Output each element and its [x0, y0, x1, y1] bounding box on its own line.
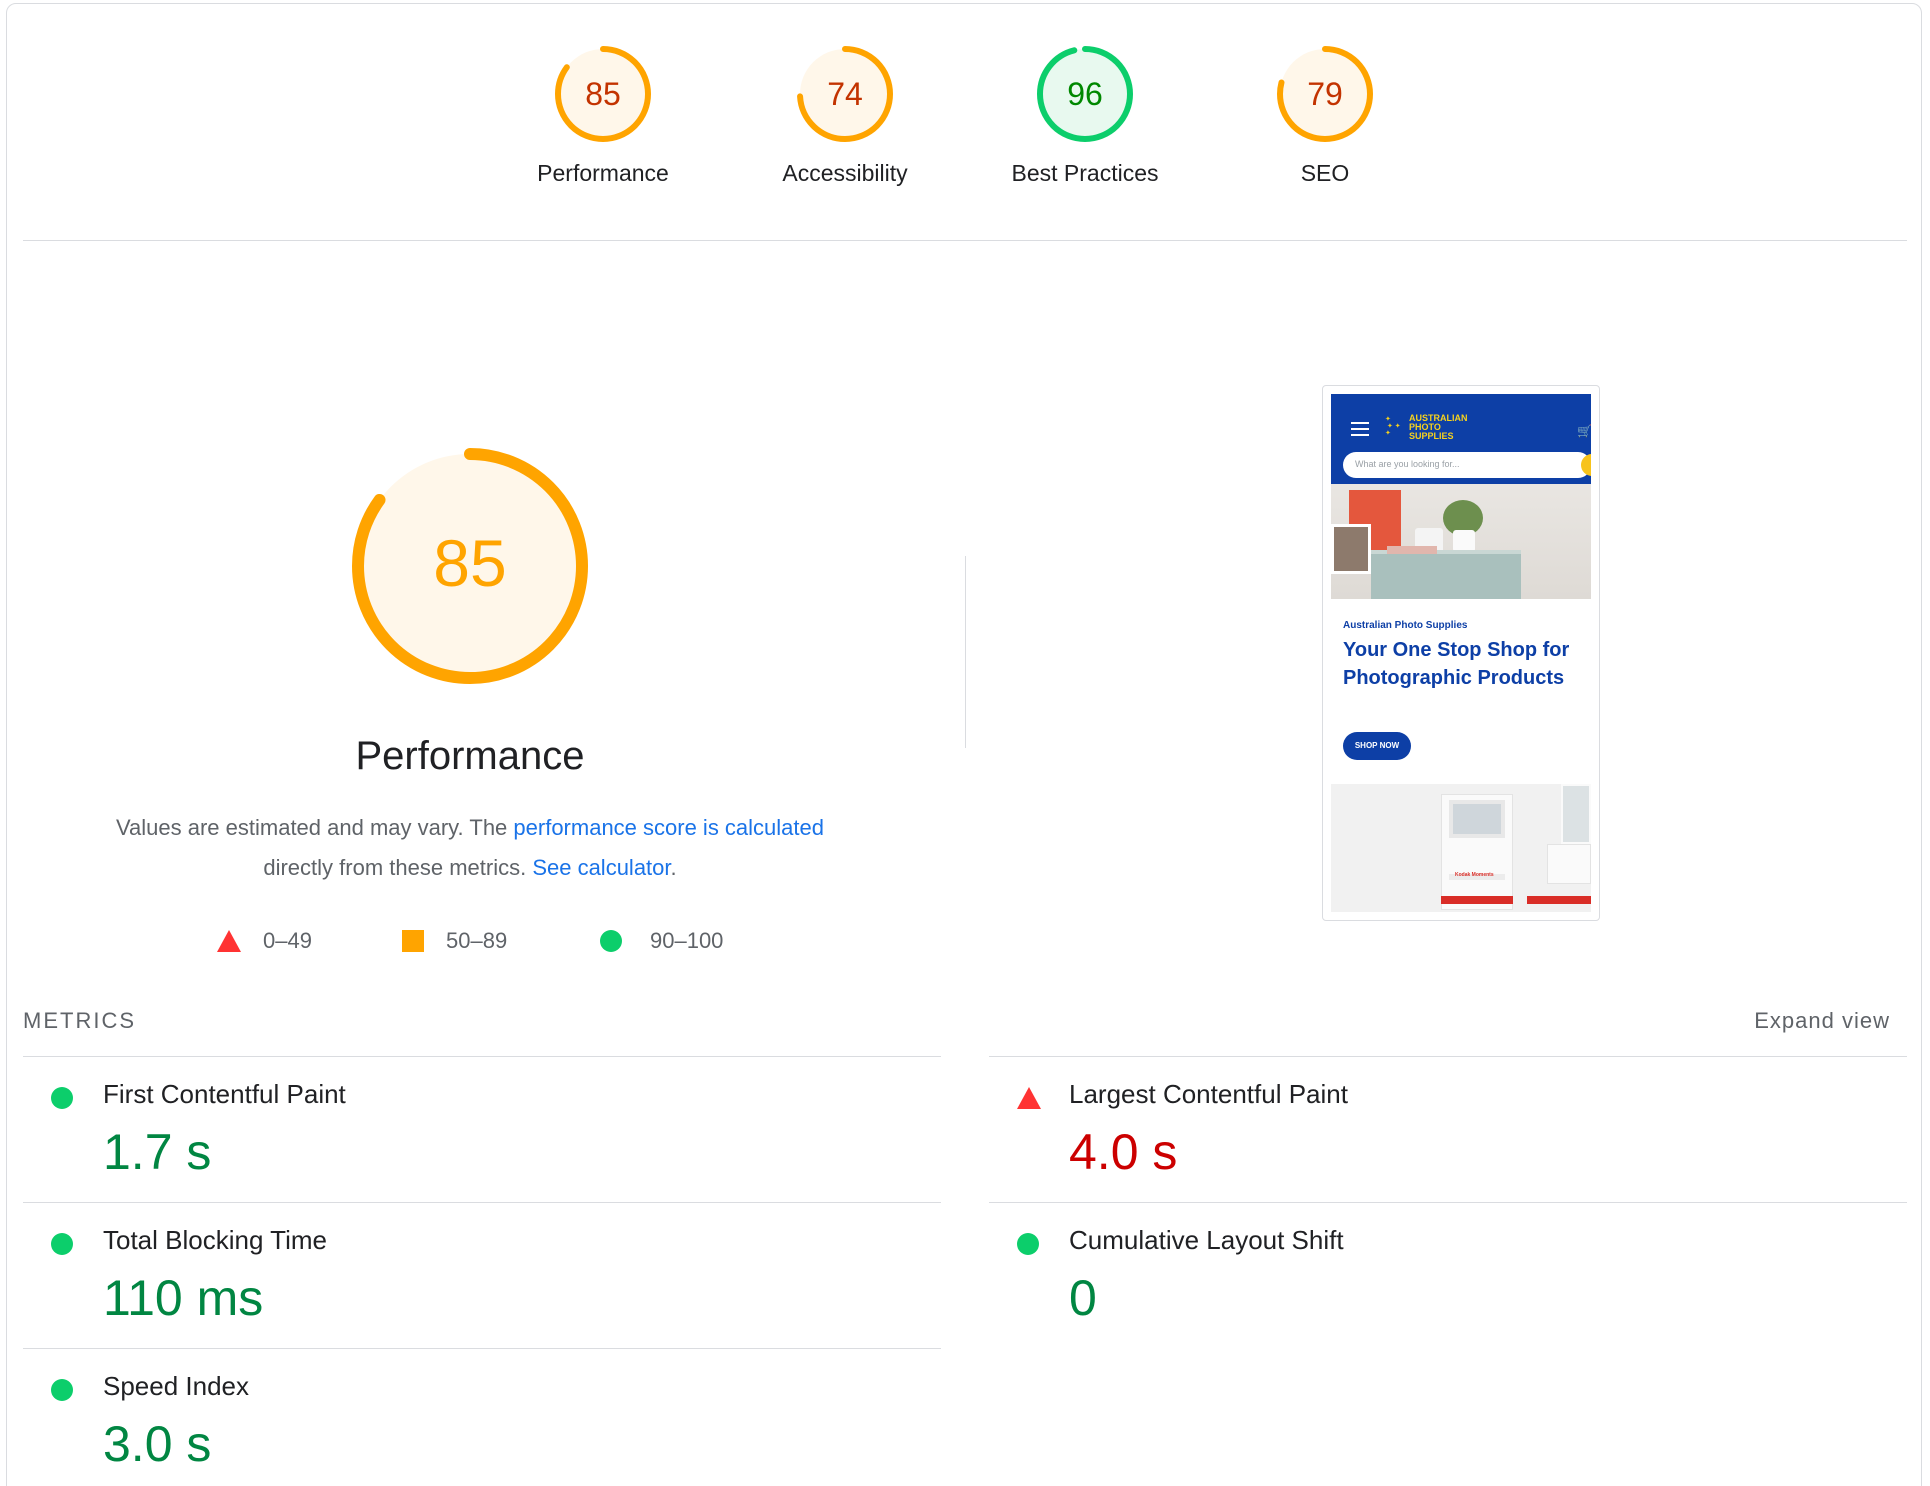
gauge-best-practices-label: Best Practices	[1011, 160, 1159, 186]
gauge-performance-score: 85	[585, 76, 621, 112]
metric-speed-index: Speed Index 3.0 s	[23, 1348, 941, 1486]
category-gauges: 85 Performance 74 Accessibility 96 Best …	[0, 44, 1930, 214]
gauge-seo-label: SEO	[1300, 160, 1350, 186]
products-image: Kodak Moments	[1331, 784, 1591, 912]
performance-description: Values are estimated and may vary. The p…	[60, 808, 880, 888]
metric-value: 1.7 s	[103, 1124, 212, 1180]
average-square-icon	[402, 930, 424, 952]
site-logo: AUSTRALIAN PHOTO SUPPLIES	[1409, 414, 1468, 441]
fail-triangle-icon	[217, 930, 241, 952]
top-divider	[23, 240, 1907, 241]
performance-score-link[interactable]: performance score is calculated	[513, 815, 824, 840]
gauge-seo-score: 79	[1307, 76, 1343, 112]
search-icon	[1581, 454, 1591, 476]
fail-triangle-icon	[1017, 1087, 1041, 1109]
hero-subtitle: Australian Photo Supplies	[1343, 620, 1468, 631]
gauge-accessibility-ring: 74	[797, 46, 893, 142]
report-frame	[6, 3, 1922, 1486]
metric-name: Total Blocking Time	[103, 1225, 327, 1255]
logo-line-3: SUPPLIES	[1409, 431, 1454, 441]
pass-circle-icon	[51, 1233, 73, 1255]
gauge-performance-ring: 85	[555, 46, 651, 142]
pass-circle-icon	[1017, 1233, 1039, 1255]
cart-icon: 🛒	[1577, 424, 1591, 438]
metric-name: Speed Index	[103, 1371, 250, 1401]
gauge-accessibility-label: Accessibility	[782, 160, 908, 186]
performance-title: Performance	[355, 734, 585, 778]
performance-gauge-large: 85	[352, 448, 588, 684]
logo-line-1: AUSTRALIAN	[1409, 413, 1468, 423]
hamburger-menu-icon	[1351, 422, 1369, 436]
metric-value: 3.0 s	[103, 1416, 212, 1472]
hero-headline: Your One Stop Shop for Photographic Prod…	[1343, 639, 1570, 689]
metrics-heading: METRICS	[23, 1008, 136, 1033]
metric-value: 4.0 s	[1069, 1124, 1178, 1180]
metric-value: 110 ms	[103, 1270, 264, 1326]
metric-total-blocking-time: Total Blocking Time 110 ms	[23, 1202, 941, 1348]
gauge-accessibility[interactable]: 74 Accessibility	[745, 44, 945, 187]
site-search-input: What are you looking for...	[1343, 452, 1591, 478]
see-calculator-link[interactable]: See calculator	[532, 855, 671, 880]
gauge-performance[interactable]: 85 Performance	[503, 44, 703, 187]
star-logo-icon: ✦ ✦ ✦ ✦	[1385, 416, 1401, 437]
gauge-seo-ring: 79	[1277, 46, 1373, 142]
legend-fail-label: 0–49	[263, 928, 312, 953]
metric-name: Largest Contentful Paint	[1069, 1079, 1348, 1109]
gauge-performance-label: Performance	[537, 160, 669, 186]
metrics-column-right: Largest Contentful Paint 4.0 s Cumulativ…	[989, 1056, 1907, 1348]
vertical-divider	[965, 556, 966, 748]
metric-cumulative-layout-shift: Cumulative Layout Shift 0	[989, 1202, 1907, 1348]
pass-circle-icon	[600, 930, 622, 952]
pass-circle-icon	[51, 1087, 73, 1109]
logo-line-2: PHOTO	[1409, 422, 1441, 432]
hero-image	[1331, 484, 1591, 599]
metrics-column-left: First Contentful Paint 1.7 s Total Block…	[23, 1056, 941, 1486]
legend-average-label: 50–89	[446, 928, 508, 953]
metric-name: Cumulative Layout Shift	[1069, 1225, 1344, 1255]
kiosk-brand: Kodak Moments	[1455, 872, 1494, 878]
legend-average: 50–89	[402, 928, 507, 954]
screenshot-content: ✦ ✦ ✦ ✦ AUSTRALIAN PHOTO SUPPLIES 🛒 What …	[1331, 394, 1591, 912]
gauge-accessibility-score: 74	[827, 76, 863, 112]
legend-pass: 90–100	[600, 928, 723, 954]
desc-prefix: Values are estimated and may vary. The	[115, 815, 514, 840]
metric-largest-contentful-paint: Largest Contentful Paint 4.0 s	[989, 1056, 1907, 1202]
gauge-best-practices[interactable]: 96 Best Practices	[985, 44, 1185, 187]
pass-circle-icon	[51, 1379, 73, 1401]
metric-value: 0	[1069, 1270, 1097, 1326]
shop-now-button: SHOP NOW	[1343, 732, 1411, 760]
final-screenshot[interactable]: ✦ ✦ ✦ ✦ AUSTRALIAN PHOTO SUPPLIES 🛒 What …	[1322, 385, 1600, 921]
legend-fail: 0–49	[217, 928, 312, 954]
desc-middle: directly from these metrics.	[263, 855, 533, 880]
performance-score-large: 85	[433, 526, 506, 600]
metric-first-contentful-paint: First Contentful Paint 1.7 s	[23, 1056, 941, 1202]
legend-pass-label: 90–100	[650, 928, 724, 953]
site-header: ✦ ✦ ✦ ✦ AUSTRALIAN PHOTO SUPPLIES 🛒 What …	[1331, 394, 1591, 484]
desc-suffix: .	[670, 855, 677, 880]
gauge-best-practices-ring: 96	[1037, 46, 1133, 142]
expand-view-toggle[interactable]: Expand view	[1754, 1008, 1890, 1033]
gauge-best-practices-score: 96	[1067, 76, 1103, 112]
gauge-seo[interactable]: 79 SEO	[1225, 44, 1425, 187]
metric-name: First Contentful Paint	[103, 1079, 346, 1109]
